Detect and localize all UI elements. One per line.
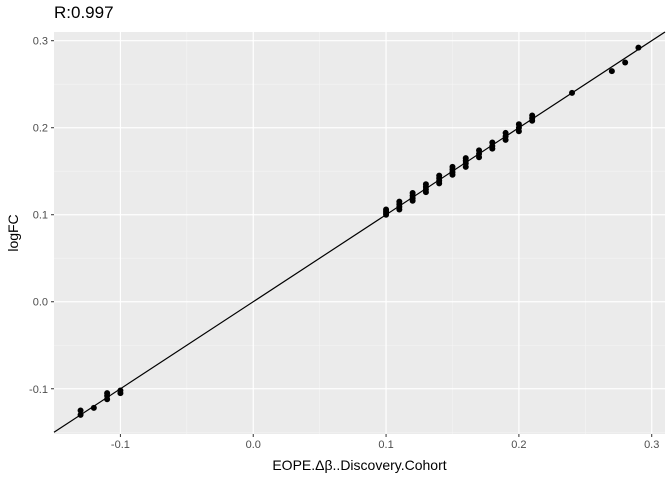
y-tick-label: 0.2 — [33, 123, 48, 135]
data-point — [409, 189, 416, 196]
data-point — [396, 198, 403, 205]
data-point — [622, 59, 629, 66]
data-point — [608, 68, 615, 75]
y-tick-label: 0.0 — [33, 297, 48, 309]
y-axis-title: logFC — [5, 214, 21, 251]
data-point — [569, 89, 576, 96]
data-point — [635, 44, 642, 51]
x-tick-label: 0.2 — [511, 439, 526, 451]
x-tick-label: 0.3 — [644, 439, 659, 451]
data-point — [489, 139, 496, 146]
grid-major — [54, 32, 665, 434]
y-tick-label: 0.1 — [33, 210, 48, 222]
data-point — [117, 390, 124, 397]
chart-title: R:0.997 — [54, 3, 114, 22]
data-point — [502, 129, 509, 136]
data-point — [383, 206, 390, 213]
y-axis-ticks: -0.1 0.0 0.1 0.2 0.3 — [29, 36, 54, 396]
data-point — [449, 163, 456, 170]
fit-line — [53, 31, 666, 433]
y-tick-label: -0.1 — [29, 384, 48, 396]
data-point — [515, 121, 522, 128]
data-point — [529, 112, 536, 119]
data-points — [77, 44, 642, 418]
x-tick-label: 0.0 — [246, 439, 261, 451]
data-point — [476, 147, 483, 154]
data-point — [90, 404, 97, 411]
data-point — [436, 172, 443, 179]
y-tick-label: 0.3 — [33, 36, 48, 48]
grid-minor — [54, 32, 665, 434]
x-axis-ticks: -0.1 0.0 0.1 0.2 0.3 — [111, 434, 659, 451]
data-point — [77, 407, 84, 414]
x-axis-title: EOPE.Δβ..Discovery.Cohort — [272, 457, 446, 473]
data-point — [77, 411, 84, 418]
data-point — [462, 155, 469, 162]
data-point — [104, 396, 111, 403]
data-point — [422, 181, 429, 188]
x-tick-label: 0.1 — [378, 439, 393, 451]
x-tick-label: -0.1 — [111, 439, 130, 451]
